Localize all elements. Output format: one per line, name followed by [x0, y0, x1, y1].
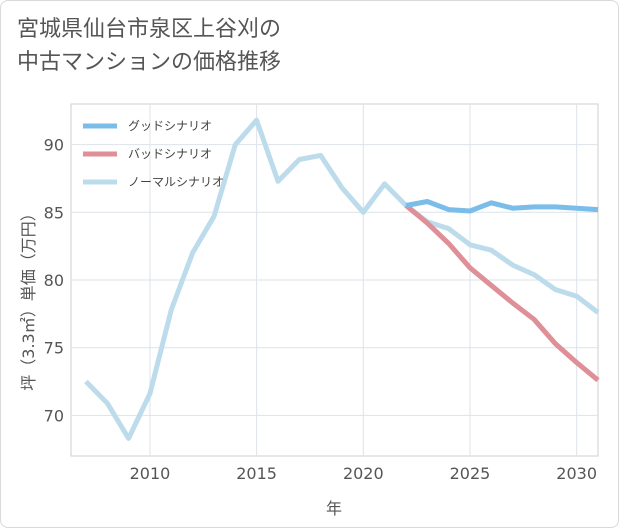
series-line-0: [405, 199, 599, 214]
y-tick-label: 75: [44, 339, 64, 358]
x-tick-label: 2025: [450, 464, 491, 483]
x-axis-title: 年: [326, 499, 342, 518]
legend-item-2: ノーマルシナリオ: [83, 175, 224, 189]
y-tick-label: 80: [44, 271, 64, 290]
series-layer: [84, 117, 600, 441]
x-tick-label: 2030: [556, 464, 597, 483]
y-tick-label: 85: [44, 203, 64, 222]
series-line-1: [404, 203, 600, 383]
legend-label: グッドシナリオ: [128, 119, 212, 133]
legend-item-1: バッドシナリオ: [83, 147, 212, 161]
x-tick-label: 2010: [130, 464, 171, 483]
x-tick-label: 2020: [343, 464, 384, 483]
grid-lines: [71, 104, 598, 456]
tick-labels: 2010 2015 2020 2025 2030 70 75 80 85 90: [44, 136, 597, 483]
y-tick-label: 90: [44, 136, 64, 155]
chart-title: 宮城県仙台市泉区上谷刈の 中古マンションの価格推移: [17, 13, 281, 79]
chart-title-line-2: 中古マンションの価格推移: [17, 50, 282, 75]
legend-item-0: グッドシナリオ: [83, 119, 212, 133]
legend-label: ノーマルシナリオ: [128, 175, 224, 189]
x-tick-label: 2015: [236, 464, 277, 483]
legend-label: バッドシナリオ: [128, 147, 212, 161]
y-axis-title: 坪（3.3㎡）単価（万円）: [19, 205, 38, 390]
series-line-2: [84, 117, 600, 441]
chart-title-line-1: 宮城県仙台市泉区上谷刈の: [17, 17, 282, 42]
y-tick-label: 70: [44, 406, 64, 425]
